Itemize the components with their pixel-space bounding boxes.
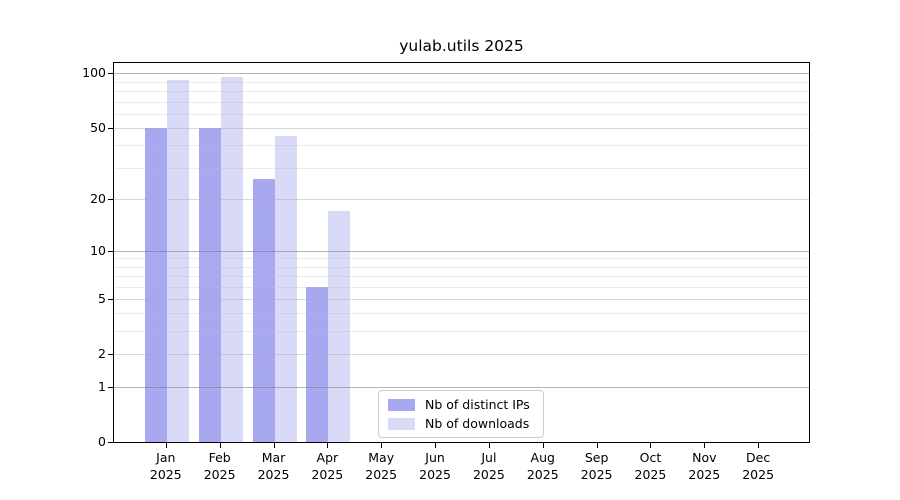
x-tick-year-apr: 2025 — [311, 466, 344, 482]
x-tick-year-jan: 2025 — [149, 466, 182, 482]
chart-title: yulab.utils 2025 — [399, 37, 524, 55]
legend-item-downloads: Nb of downloads — [388, 416, 543, 431]
x-tick-label-may: May 2025 — [350, 450, 412, 483]
y-tick-2 — [108, 354, 113, 356]
x-tick-may — [381, 443, 383, 448]
gridline-y-minor-80 — [114, 91, 809, 93]
downloads-swatch-icon — [388, 417, 415, 430]
y-tick-label-0: 0 — [98, 434, 106, 449]
legend-item-distinct-ips: Nb of distinct IPs — [388, 397, 543, 412]
gridline-y-minor-90 — [114, 81, 809, 83]
x-tick-jun — [435, 443, 437, 448]
x-tick-year-nov: 2025 — [688, 466, 721, 482]
gridline-y-minor-40 — [114, 145, 809, 147]
gridline-y-100 — [114, 73, 809, 75]
x-tick-year-aug: 2025 — [526, 466, 559, 482]
x-tick-dec — [758, 443, 760, 448]
x-tick-mar — [273, 443, 275, 448]
x-tick-year-jun: 2025 — [419, 466, 451, 482]
x-tick-label-nov: Nov 2025 — [673, 450, 735, 483]
y-tick-0 — [108, 442, 113, 443]
bar-downloads-feb — [220, 76, 243, 442]
y-tick-label-1: 1 — [98, 378, 106, 394]
x-tick-oct — [650, 443, 652, 448]
x-tick-sep — [596, 443, 598, 448]
y-tick-label-5: 5 — [98, 290, 106, 306]
x-tick-label-oct: Oct 2025 — [619, 450, 681, 483]
gridline-y-20 — [114, 198, 809, 200]
x-tick-label-apr: Apr 2025 — [296, 450, 358, 483]
gridline-y-10 — [114, 250, 809, 252]
x-tick-label-jan: Jan 2025 — [135, 450, 197, 483]
gridline-y-minor-7 — [114, 275, 809, 277]
bar-downloads-mar — [274, 136, 297, 442]
y-tick-label-100: 100 — [82, 65, 106, 81]
gridline-y-minor-6 — [114, 286, 809, 288]
gridline-y-minor-70 — [114, 101, 809, 103]
gridline-y-2 — [114, 354, 809, 356]
x-tick-year-oct: 2025 — [634, 466, 667, 482]
y-tick-label-50: 50 — [90, 120, 106, 136]
y-tick-20 — [108, 198, 113, 200]
bar-distinct-ips-feb — [198, 128, 221, 442]
x-tick-label-jun: Jun 2025 — [404, 450, 466, 483]
bar-distinct-ips-apr — [306, 286, 329, 442]
y-tick-5 — [108, 298, 113, 300]
y-tick-1 — [108, 386, 113, 388]
y-tick-label-20: 20 — [90, 190, 106, 206]
y-tick-50 — [108, 128, 113, 130]
x-tick-nov — [704, 443, 706, 448]
gridline-y-minor-9 — [114, 258, 809, 260]
x-tick-year-feb: 2025 — [203, 466, 236, 482]
y-tick-100 — [108, 73, 113, 75]
distinct-ips-swatch-icon — [388, 398, 415, 411]
bar-downloads-jan — [166, 80, 189, 442]
gridline-y-minor-60 — [114, 113, 809, 115]
x-tick-year-dec: 2025 — [742, 466, 775, 482]
x-tick-year-jul: 2025 — [472, 466, 505, 482]
bar-distinct-ips-mar — [252, 178, 275, 442]
plot-area — [113, 62, 810, 443]
gridline-y-minor-3 — [114, 331, 809, 333]
y-tick-10 — [108, 250, 113, 252]
x-tick-label-jul: Jul 2025 — [458, 450, 520, 483]
x-tick-label-mar: Mar 2025 — [243, 450, 305, 483]
x-tick-feb — [219, 443, 221, 448]
x-tick-label-aug: Aug 2025 — [512, 450, 574, 483]
y-tick-label-2: 2 — [98, 346, 106, 362]
x-tick-label-sep: Sep 2025 — [566, 450, 628, 483]
gridline-y-1 — [114, 386, 809, 388]
bar-distinct-ips-jan — [144, 128, 167, 442]
x-tick-label-dec: Dec 2025 — [727, 450, 789, 483]
gridline-y-5 — [114, 298, 809, 300]
x-tick-jan — [165, 443, 167, 448]
legend-label-distinct-ips: Nb of distinct IPs — [425, 397, 530, 412]
x-tick-aug — [542, 443, 544, 448]
legend-label-downloads: Nb of downloads — [425, 416, 530, 431]
x-tick-apr — [327, 443, 329, 448]
legend: Nb of distinct IPs Nb of downloads — [378, 390, 544, 438]
x-tick-jul — [488, 443, 490, 448]
x-tick-year-may: 2025 — [365, 466, 398, 482]
bar-downloads-apr — [328, 211, 351, 442]
x-tick-label-feb: Feb 2025 — [189, 450, 251, 483]
y-tick-label-10: 10 — [90, 242, 106, 258]
gridline-y-minor-4 — [114, 313, 809, 315]
gridline-y-minor-30 — [114, 167, 809, 169]
gridline-y-50 — [114, 128, 809, 130]
x-tick-year-mar: 2025 — [257, 466, 290, 482]
gridline-y-minor-8 — [114, 266, 809, 268]
x-tick-year-sep: 2025 — [580, 466, 613, 482]
